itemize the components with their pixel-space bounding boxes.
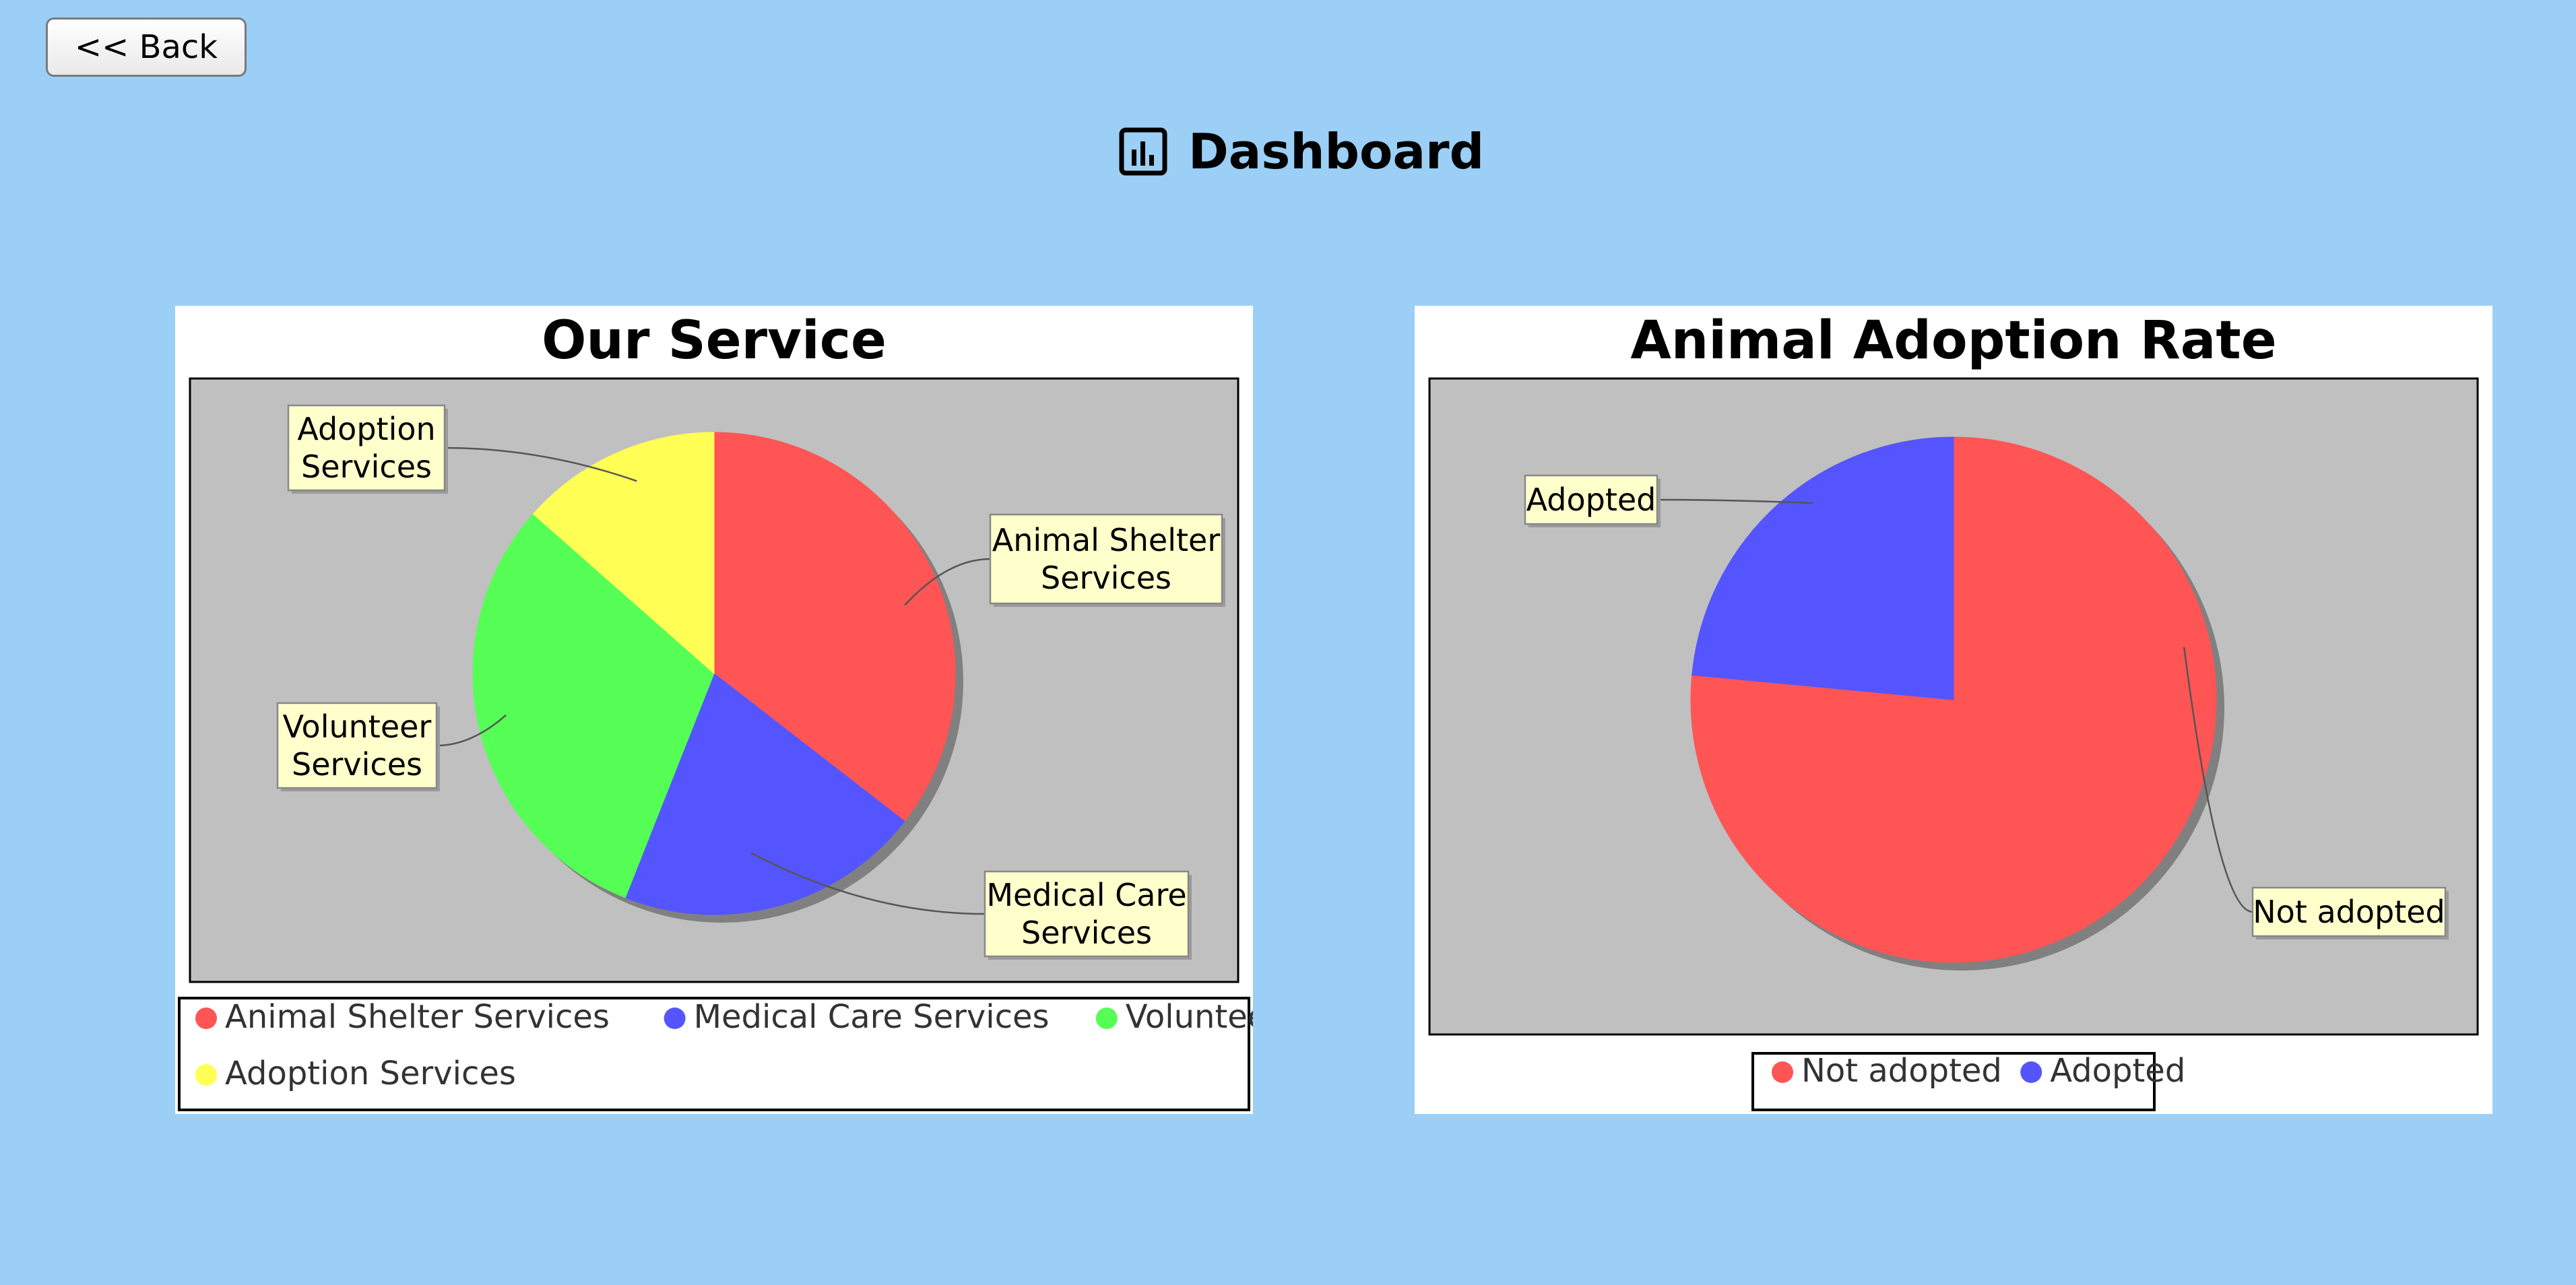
pie-slice-volunteer-services	[472, 513, 715, 898]
pie-slice-adoption-services	[532, 432, 715, 675]
slice-label-box	[276, 702, 438, 789]
label-leader-line	[2183, 647, 2253, 913]
label-leader-line	[436, 714, 507, 747]
chart-title: Our Service	[542, 310, 887, 371]
legend-label: Adopted	[2050, 1052, 2185, 1090]
label-leader-line	[904, 558, 991, 606]
legend-item-adopted: Adopted	[2020, 1052, 2185, 1090]
label-leader-line	[1656, 498, 1813, 504]
pie-chart-our-service: Our Service Animal Shelter Services Medica…	[178, 310, 1253, 1111]
legend-item-adoption-services: Adoption Services	[195, 1055, 516, 1092]
legend-item-volunteer-services: Volunteer Services	[1095, 998, 1253, 1036]
slice-label-medical-care-services: Medical Care Services	[986, 877, 1186, 951]
slice-label-box	[989, 513, 1223, 605]
chart-panel-our-service: Our Service Animal Shelter Services Medica…	[175, 306, 1253, 1114]
label-leader-line	[444, 447, 637, 482]
slice-label-box	[287, 404, 446, 492]
slice-label-adoption-services: Adoption Services	[297, 411, 435, 485]
slice-label-box	[984, 870, 1190, 958]
page-title-text: Dashboard	[1188, 123, 1485, 180]
bar-chart-icon	[1119, 127, 1167, 176]
legend-box	[178, 997, 1250, 1111]
pie-slice-adopted	[1692, 436, 1954, 700]
back-button[interactable]: << Back	[46, 18, 247, 77]
legend-label: Not adopted	[1801, 1052, 2002, 1090]
page-title: Dashboard	[1118, 114, 1484, 189]
legend-box	[1751, 1052, 2156, 1111]
slice-label-box	[2251, 886, 2447, 937]
chart-panel-adoption-rate: Animal Adoption Rate Not adopted Adopted …	[1415, 306, 2492, 1114]
legend-swatch	[195, 1008, 217, 1029]
slice-label-animal-shelter-services: Animal Shelter Services	[992, 522, 1221, 596]
legend-swatch	[664, 1008, 686, 1029]
pie-slice-animal-shelter-services	[713, 432, 956, 822]
chart-title: Animal Adoption Rate	[1630, 310, 2276, 371]
legend-swatch	[195, 1064, 217, 1086]
legend-swatch	[1095, 1008, 1118, 1029]
legend-label: Volunteer Services	[1126, 998, 1253, 1036]
slice-label-box	[1524, 474, 1659, 525]
pie-slice-not-adopted	[1690, 436, 2217, 963]
legend-label: Adoption Services	[225, 1055, 516, 1092]
slice-label-not-adopted: Not adopted	[2253, 894, 2445, 930]
legend-swatch	[1772, 1061, 1793, 1083]
legend-swatch	[2020, 1061, 2042, 1083]
pie-slice-medical-care-services	[624, 673, 905, 915]
legend-item-animal-shelter-services: Animal Shelter Services	[195, 998, 610, 1036]
legend-label: Animal Shelter Services	[225, 998, 610, 1036]
pie-chart-adoption-rate: Animal Adoption Rate Not adoptedAdopted …	[1428, 310, 2479, 1111]
legend-item-not-adopted: Not adopted	[1772, 1052, 2002, 1090]
label-leader-line	[750, 852, 986, 915]
legend-label: Medical Care Services	[694, 998, 1050, 1036]
slice-label-volunteer-services: Volunteer Services	[283, 709, 432, 783]
slice-label-adopted: Adopted	[1526, 482, 1656, 518]
legend-item-medical-care-services: Medical Care Services	[664, 998, 1050, 1036]
